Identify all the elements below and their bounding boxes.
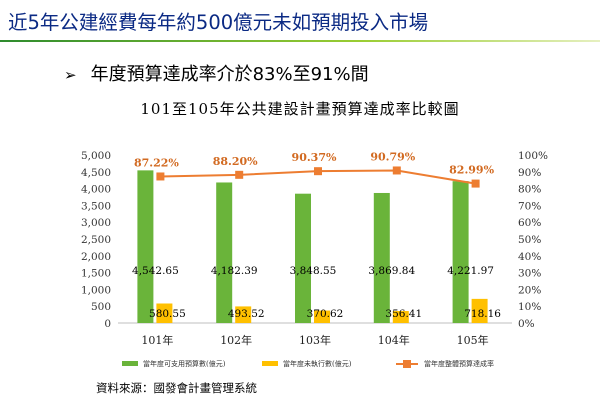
legend-label-available: 當年度可支用預算數(億元) bbox=[143, 359, 226, 368]
y-right-tick-label: 0% bbox=[518, 318, 535, 330]
bullet-text: 年度預算達成率介於83%至91%間 bbox=[90, 64, 369, 85]
y-left-tick-label: 4,000 bbox=[81, 184, 111, 196]
slide-title: 近5年公建經費每年約500億元未如預期投入市場 bbox=[8, 11, 429, 34]
unexecuted-bar bbox=[471, 298, 488, 323]
available-budget-label: 4,221.97 bbox=[447, 265, 494, 277]
x-tick-label: 105年 bbox=[457, 333, 489, 347]
legend-swatch-available bbox=[122, 361, 138, 366]
achievement-rate-point bbox=[235, 170, 244, 179]
bullet-point: ➢ 年度預算達成率介於83%至91%間 bbox=[64, 60, 369, 86]
available-budget-bar bbox=[295, 193, 311, 323]
y-left-tick-label: 2,000 bbox=[81, 251, 111, 263]
x-tick-label: 102年 bbox=[220, 333, 252, 347]
unexecuted-bar bbox=[392, 311, 409, 323]
y-left-tick-label: 3,000 bbox=[81, 217, 111, 229]
title-divider bbox=[0, 40, 600, 42]
achievement-rate-point bbox=[314, 167, 322, 176]
available-budget-bar bbox=[137, 170, 154, 323]
y-right-tick-label: 70% bbox=[518, 200, 541, 212]
y-left-tick-label: 4,500 bbox=[81, 167, 111, 179]
y-left-tick-label: 0 bbox=[104, 318, 111, 330]
achievement-rate-label: 90.79% bbox=[370, 150, 415, 163]
legend-marker-rate bbox=[403, 360, 411, 368]
unexecuted-bar bbox=[314, 310, 330, 323]
y-left-tick-label: 2,500 bbox=[81, 234, 111, 246]
achievement-rate-point bbox=[156, 172, 165, 181]
unexecuted-label: 356.41 bbox=[385, 308, 422, 320]
y-right-tick-label: 60% bbox=[518, 217, 541, 229]
achievement-rate-label: 88.20% bbox=[213, 155, 258, 168]
x-tick-label: 103年 bbox=[299, 333, 331, 347]
y-right-tick-label: 20% bbox=[518, 284, 541, 296]
legend-label-rate: 當年度整體預算達成率 bbox=[424, 359, 494, 368]
achievement-rate-point bbox=[471, 179, 480, 188]
source-note: 資料來源：國發會計畫管理系統 bbox=[96, 381, 257, 395]
y-left-tick-label: 1,500 bbox=[81, 268, 111, 280]
available-budget-label: 3,848.55 bbox=[290, 265, 337, 277]
unexecuted-bar bbox=[235, 306, 252, 323]
available-budget-label: 4,542.65 bbox=[132, 265, 179, 277]
achievement-rate-point bbox=[392, 166, 401, 175]
achievement-rate-label: 90.37% bbox=[292, 151, 337, 164]
y-right-tick-label: 90% bbox=[518, 167, 541, 179]
unexecuted-bar bbox=[156, 303, 173, 323]
y-right-tick-label: 10% bbox=[518, 301, 541, 313]
available-budget-bar bbox=[373, 192, 390, 323]
unexecuted-label: 718.16 bbox=[464, 308, 501, 320]
unexecuted-label: 580.55 bbox=[149, 308, 186, 320]
y-right-tick-label: 80% bbox=[518, 184, 541, 196]
y-left-tick-label: 1,000 bbox=[81, 284, 111, 296]
available-budget-label: 3,869.84 bbox=[368, 265, 415, 277]
y-right-tick-label: 30% bbox=[518, 268, 541, 280]
y-right-tick-label: 100% bbox=[518, 150, 548, 162]
available-budget-bar bbox=[216, 182, 233, 323]
y-left-tick-label: 500 bbox=[91, 301, 111, 313]
x-tick-label: 101年 bbox=[141, 333, 173, 347]
legend-swatch-unexecuted bbox=[262, 361, 278, 366]
y-right-tick-label: 40% bbox=[518, 251, 541, 263]
available-budget-bar bbox=[452, 181, 469, 323]
y-left-tick-label: 5,000 bbox=[81, 150, 111, 162]
arrow-bullet-icon: ➢ bbox=[64, 66, 77, 84]
unexecuted-label: 370.62 bbox=[307, 308, 344, 320]
achievement-rate-label: 87.22% bbox=[134, 156, 179, 169]
y-right-tick-label: 50% bbox=[518, 234, 541, 246]
available-budget-label: 4,182.39 bbox=[211, 265, 258, 277]
legend-label-unexecuted: 當年度未執行數(億元) bbox=[283, 359, 352, 368]
x-tick-label: 104年 bbox=[378, 333, 410, 347]
achievement-rate-label: 82.99% bbox=[449, 164, 494, 177]
chart-title: 101至105年公共建設計畫預算達成率比較圖 bbox=[140, 100, 460, 118]
unexecuted-label: 493.52 bbox=[228, 308, 265, 320]
y-left-tick-label: 3,500 bbox=[81, 200, 111, 212]
